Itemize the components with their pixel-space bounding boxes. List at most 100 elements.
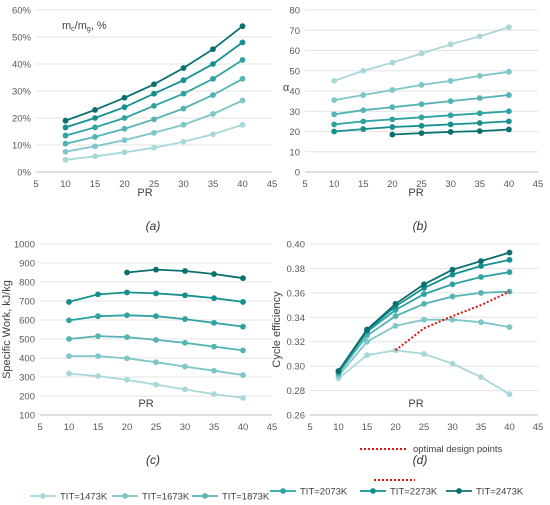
chart-c-data-point: [66, 336, 72, 342]
chart-c-series-line: [69, 355, 244, 376]
chart-b-data-point: [505, 92, 512, 98]
legend-label: TIT=2473K: [476, 487, 524, 498]
chart-a-data-point: [62, 156, 69, 163]
chart-c-data-point: [240, 299, 246, 305]
chart-c-data-point: [182, 292, 188, 299]
chart-a-data-point: [62, 148, 69, 155]
chart-a-ytick-label: 20%: [12, 114, 32, 125]
chart-c-data-point: [95, 333, 101, 340]
chart-c-data-point: [182, 363, 188, 370]
chart-b-data-point: [389, 116, 396, 123]
chart-c-xtick-label: 25: [151, 422, 162, 433]
chart-b-ytick-label: 80: [289, 6, 300, 17]
legend-swatch-marker: [280, 488, 286, 494]
chart-b-ytick-label: 40: [289, 87, 300, 98]
chart-b-data-point: [447, 129, 454, 135]
chart-d-xtick-label: 30: [447, 422, 458, 433]
chart-b-xtick-label: 30: [445, 179, 456, 190]
chart-d-data-point: [421, 281, 427, 288]
chart-c-data-point: [124, 289, 130, 296]
legend-label: TIT=1673K: [142, 492, 190, 503]
chart-a-data-point: [239, 57, 246, 63]
chart-a-xtick-label: 25: [149, 179, 160, 190]
chart-b-ytick-label: 70: [289, 26, 300, 37]
optimal-legend-label: optimal design points: [413, 444, 502, 455]
chart-a-ytick-label: 50%: [12, 33, 32, 44]
chart-d-xtick-label: 35: [476, 422, 487, 433]
chart-c-data-point: [124, 376, 130, 383]
chart-c-data-point: [182, 386, 188, 393]
chart-b-data-point: [447, 112, 454, 119]
chart-d-xtick-label: 45: [533, 422, 544, 433]
chart-a-data-point: [92, 143, 98, 150]
chart-a-data-point: [92, 134, 98, 140]
chart-a-data-point: [62, 124, 69, 131]
chart-d-ytick-label: 0.30: [287, 362, 306, 373]
chart-c-data-point: [124, 334, 130, 340]
chart-b-data-point: [418, 50, 425, 57]
chart-d-data-point: [392, 313, 399, 319]
chart-d-ytick-label: 0.40: [287, 240, 306, 251]
chart-b-data-point: [331, 97, 338, 104]
chart-d-optimal-line: [394, 290, 510, 352]
chart-c-ytick-label: 1000: [14, 240, 35, 251]
chart-b-ytick-label: 10: [289, 147, 300, 158]
chart-b-xtick-label: 35: [474, 179, 485, 190]
chart-d-data-point: [392, 300, 399, 307]
chart-c-xtick-label: 30: [180, 422, 191, 433]
chart-b-data-point: [476, 120, 483, 126]
chart-a-ytick-label: 40%: [12, 60, 32, 71]
chart-c-xtick-label: 45: [267, 422, 278, 433]
chart-b-xtick-label: 15: [358, 179, 369, 190]
chart-c-ytick-label: 400: [19, 354, 35, 365]
chart-c-plot: 100 200 300 400 500 600 700 800 900 1000 5 10 15 20 25…: [1, 240, 277, 434]
chart-b-data-point: [505, 68, 512, 75]
chart-c-xlabel: PR: [138, 398, 153, 410]
chart-b-data-point: [360, 126, 367, 132]
legend-label: TIT=2073K: [300, 487, 348, 498]
chart-c-data-point: [95, 353, 101, 359]
chart-b-data-point: [447, 41, 454, 48]
chart-d-ytick-label: 0.28: [287, 386, 306, 397]
chart-b-data-point: [331, 77, 338, 84]
chart-d-data-point: [506, 256, 513, 263]
chart-a-ytick-label: 60%: [12, 6, 32, 17]
chart-a-data-point: [92, 115, 98, 121]
chart-c-data-point: [211, 319, 217, 326]
chart-c-ytick-label: 200: [19, 392, 35, 403]
chart-b-data-point: [505, 108, 512, 115]
chart-a-data-point: [180, 90, 187, 97]
chart-c-data-point: [240, 372, 246, 378]
chart-d-data-point: [421, 300, 427, 307]
chart-c-data-point: [240, 347, 246, 354]
caption-b: (b): [413, 219, 428, 233]
chart-d-data-point: [449, 271, 456, 278]
chart-c-data-point: [153, 290, 159, 297]
chart-c-data-point: [211, 295, 217, 302]
chart-c-xtick-label: 20: [122, 422, 133, 433]
chart-a-xlabel: PR: [137, 187, 152, 199]
chart-c-data-point: [66, 317, 72, 324]
chart-b-data-point: [447, 98, 454, 105]
chart-a-ytick-label: 30%: [12, 87, 32, 98]
chart-a-xtick-label: 5: [33, 179, 38, 190]
chart-d-xtick-label: 25: [419, 422, 430, 433]
legend-label: TIT=2273K: [390, 487, 438, 498]
chart-a-xtick-label: 10: [60, 179, 71, 190]
caption-c: (c): [146, 453, 160, 467]
chart-b-xtick-label: 45: [533, 179, 544, 190]
chart-d-data-point: [449, 266, 456, 273]
chart-a-data-point: [239, 75, 246, 82]
chart-d-data-point: [335, 368, 342, 374]
chart-a-data-point: [210, 131, 216, 138]
chart-b-data-point: [476, 72, 483, 79]
chart-a-data-point: [180, 65, 187, 71]
chart-b-data-point: [418, 82, 425, 88]
chart-d-data-point: [449, 360, 456, 367]
chart-b-data-point: [360, 92, 367, 98]
chart-a-data-point: [239, 97, 246, 104]
chart-b-ytick-label: 30: [289, 107, 300, 118]
chart-b-data-point: [505, 118, 512, 125]
chart-d-ytick-label: 0.36: [287, 288, 306, 299]
chart-a-xtick-label: 15: [90, 179, 101, 190]
